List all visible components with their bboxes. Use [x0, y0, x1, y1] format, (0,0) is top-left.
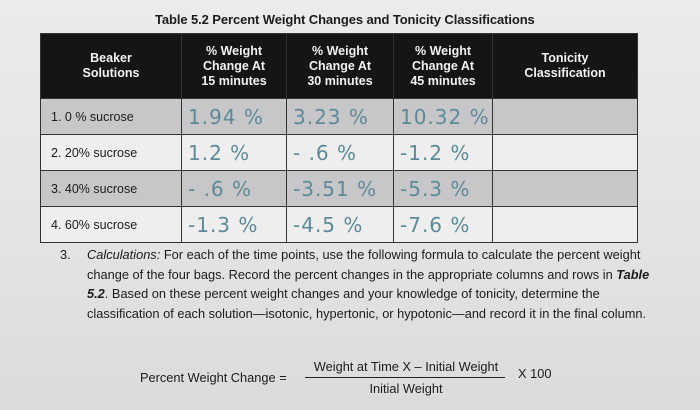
solution-cell: 4. 60% sucrose [40, 206, 182, 243]
header-beaker-solutions: Beaker Solutions [40, 33, 182, 99]
header-beaker-line-1: Beaker [90, 51, 132, 65]
header-45-min: % Weight Change At 45 minutes [393, 33, 493, 99]
weight-change-45: 10.32 % [393, 98, 493, 135]
solution-cell: 3. 40% sucrose [40, 170, 182, 207]
weight-change-30: -3.51 % [286, 170, 394, 207]
weight-change-30: -4.5 % [286, 206, 394, 243]
weight-change-45: -5.3 % [393, 170, 493, 207]
header-30-line-2: Change At [308, 58, 372, 73]
header-30-line-1: % Weight [311, 43, 369, 58]
header-tonicity-line-2: Classification [524, 66, 606, 80]
table-caption: Table 5.2 Percent Weight Changes and Ton… [155, 12, 535, 27]
formula-multiplier: X 100 [518, 366, 552, 381]
header-15-line-3: 15 minutes [201, 73, 267, 88]
formula-denominator: Initial Weight [369, 381, 443, 396]
header-30-line-3: 30 minutes [307, 73, 373, 88]
weight-change-30: - .6 % [286, 134, 394, 171]
weight-change-15: -1.3 % [181, 206, 287, 243]
header-tonicity: Tonicity Classification [492, 33, 638, 99]
header-45-line-1: % Weight [414, 43, 472, 58]
header-30-min: % Weight Change At 30 minutes [286, 33, 394, 99]
step-number: 3. [60, 247, 71, 262]
step-lead: Calculations: [87, 247, 161, 262]
header-beaker-line-2: Solutions [82, 66, 140, 80]
weight-change-15: 1.94 % [181, 98, 287, 135]
percent-change-formula: Percent Weight Change = Weight at Time X… [140, 355, 600, 400]
header-45-line-2: Change At [411, 58, 475, 73]
table-row: 4. 60% sucrose -1.3 % -4.5 % -7.6 % [40, 206, 638, 243]
table-reference: Table 5.2 [87, 266, 650, 302]
tonicity-cell [492, 134, 638, 171]
formula-label: Percent Weight Change = [140, 370, 287, 385]
tonicity-cell [492, 206, 638, 243]
results-table: Beaker Solutions % Weight Change At 15 m… [40, 33, 638, 243]
header-row: Beaker Solutions % Weight Change At 15 m… [40, 33, 638, 99]
weight-change-45: -7.6 % [393, 206, 493, 243]
header-15-min: % Weight Change At 15 minutes [181, 33, 287, 99]
solution-cell: 1. 0 % sucrose [40, 98, 182, 135]
step-text-part-2: . Based on these percent weight changes … [87, 286, 647, 321]
table-row: 2. 20% sucrose 1.2 % - .6 % -1.2 % [40, 134, 638, 171]
header-15-line-2: Change At [202, 58, 266, 73]
table-row: 3. 40% sucrose - .6 % -3.51 % -5.3 % [40, 170, 638, 207]
solution-cell: 2. 20% sucrose [40, 134, 182, 171]
step-text: Calculations: For each of the time point… [87, 245, 662, 323]
step-text-part-1: For each of the time points, use the fol… [87, 247, 641, 282]
fraction-bar [305, 377, 505, 378]
tonicity-cell [492, 98, 638, 135]
header-tonicity-line-1: Tonicity [541, 51, 589, 65]
weight-change-30: 3.23 % [286, 98, 394, 135]
weight-change-15: 1.2 % [181, 134, 287, 171]
weight-change-15: - .6 % [181, 170, 287, 207]
table-row: 1. 0 % sucrose 1.94 % 3.23 % 10.32 % [40, 98, 638, 135]
weight-change-45: -1.2 % [393, 134, 493, 171]
header-45-line-3: 45 minutes [410, 73, 476, 88]
header-15-line-1: % Weight [205, 43, 263, 58]
formula-numerator: Weight at Time X – Initial Weight [313, 359, 499, 374]
tonicity-cell [492, 170, 638, 207]
